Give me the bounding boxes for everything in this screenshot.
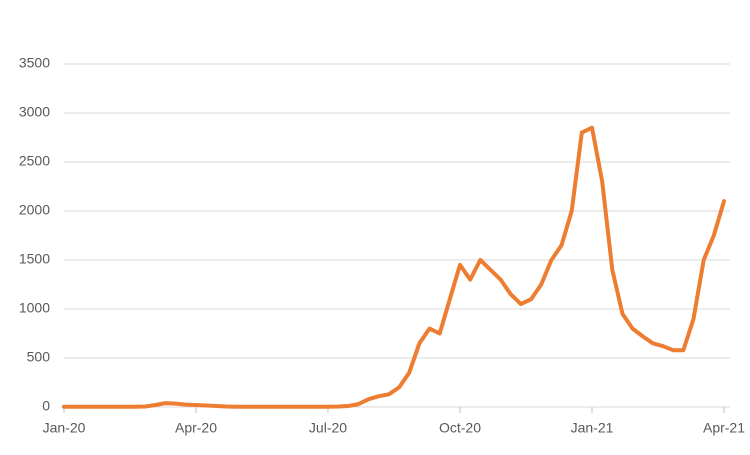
line <box>62 125 726 409</box>
y-tick-label: 3000 <box>19 104 50 120</box>
y-tick-label: 500 <box>27 349 51 365</box>
x-tick-label: Apr-21 <box>703 420 745 436</box>
y-tick-label: 2500 <box>19 153 50 169</box>
x-tick-label: Jan-21 <box>571 420 614 436</box>
y-tick-label: 3500 <box>19 55 50 71</box>
x-tick-label: Apr-20 <box>175 420 217 436</box>
x-tick-label: Jul-20 <box>309 420 347 436</box>
x-tick-label: Jan-20 <box>43 420 86 436</box>
x-tick-label: Oct-20 <box>439 420 481 436</box>
y-tick-label: 0 <box>42 398 50 414</box>
y-tick-label: 1000 <box>19 300 50 316</box>
y-tick-label: 2000 <box>19 202 50 218</box>
y-tick-label: 1500 <box>19 251 50 267</box>
